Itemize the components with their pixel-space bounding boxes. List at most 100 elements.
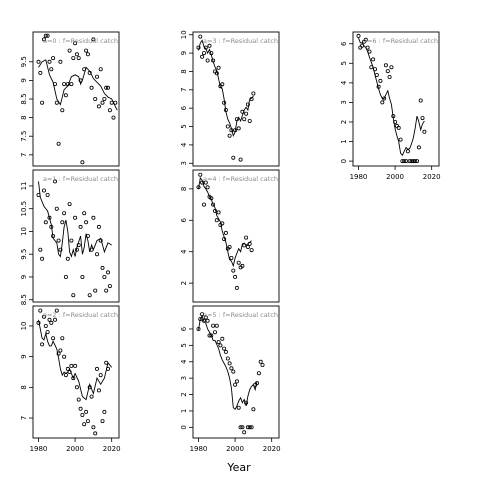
data-point bbox=[40, 100, 45, 105]
data-point bbox=[65, 256, 70, 261]
data-point bbox=[223, 349, 228, 354]
data-point bbox=[76, 56, 81, 61]
data-point bbox=[43, 33, 48, 38]
data-point bbox=[387, 75, 392, 80]
y-tick-label: 2 bbox=[180, 281, 188, 285]
data-point bbox=[422, 129, 427, 134]
y-tick-label: 4 bbox=[340, 80, 348, 85]
y-tick-label: 9 bbox=[180, 51, 188, 55]
data-point bbox=[214, 323, 219, 328]
y-tick-label: 7.5 bbox=[20, 131, 28, 142]
data-point bbox=[47, 317, 52, 322]
panel-1: 8.5 9 9.5 10 10.5 11 a=1 : f=Residual catch bbox=[20, 169, 120, 305]
data-point bbox=[222, 346, 227, 351]
panel-label: a=0 : f=Residual catch bbox=[43, 37, 118, 45]
data-point bbox=[40, 342, 45, 347]
x-tick-label: 2000 bbox=[66, 445, 84, 453]
y-tick-label: 8 bbox=[180, 187, 188, 191]
data-point bbox=[391, 114, 396, 119]
data-point bbox=[102, 97, 107, 102]
data-point bbox=[209, 51, 214, 56]
data-point bbox=[104, 288, 109, 293]
data-point bbox=[51, 336, 56, 341]
x-tick-label: 2020 bbox=[263, 445, 281, 453]
data-point bbox=[383, 63, 388, 68]
data-point bbox=[260, 362, 265, 367]
data-point bbox=[227, 244, 232, 249]
panel-4: 2 4 6 8 a=4 : f=Residual catch bbox=[180, 169, 280, 303]
data-point bbox=[244, 235, 249, 240]
data-point bbox=[225, 356, 230, 361]
panel-6: 0 1 2 3 4 5 6 1980 2000 2020 a=6 : f=Residual catc… bbox=[340, 31, 441, 181]
data-point bbox=[82, 211, 87, 216]
data-point bbox=[71, 56, 76, 61]
data-point bbox=[363, 37, 368, 42]
data-point bbox=[109, 100, 114, 105]
data-point bbox=[111, 115, 116, 120]
data-point bbox=[369, 65, 374, 70]
y-tick-label: 10 bbox=[20, 321, 28, 330]
data-point bbox=[396, 125, 401, 130]
data-point bbox=[67, 48, 72, 53]
fit-line bbox=[198, 39, 254, 137]
data-point bbox=[113, 100, 118, 105]
data-point bbox=[96, 388, 101, 393]
data-point bbox=[201, 51, 206, 56]
data-point bbox=[416, 145, 421, 150]
data-point bbox=[238, 157, 243, 162]
y-tick-label: 5 bbox=[180, 124, 188, 128]
fit-line bbox=[38, 181, 112, 258]
data-point bbox=[251, 91, 256, 96]
data-point bbox=[38, 70, 43, 75]
data-point bbox=[51, 56, 56, 61]
data-point bbox=[216, 340, 221, 345]
data-point bbox=[247, 425, 252, 430]
data-point bbox=[207, 333, 212, 338]
data-point bbox=[244, 400, 249, 405]
data-point bbox=[216, 210, 221, 215]
data-point bbox=[100, 100, 105, 105]
data-point bbox=[418, 98, 423, 103]
data-point bbox=[245, 102, 250, 107]
data-point bbox=[203, 180, 208, 185]
x-axis-label: Year bbox=[226, 461, 251, 474]
data-point bbox=[242, 243, 247, 248]
data-point bbox=[220, 336, 225, 341]
y-tick-label: 2 bbox=[180, 392, 188, 396]
panel-label: a=5 : f=Residual catch bbox=[203, 311, 278, 319]
data-point bbox=[43, 323, 48, 328]
data-point bbox=[80, 160, 85, 165]
data-point bbox=[54, 308, 59, 313]
data-point bbox=[251, 407, 256, 412]
data-point bbox=[43, 220, 48, 225]
data-point bbox=[106, 366, 111, 371]
data-point bbox=[76, 243, 81, 248]
data-point bbox=[196, 326, 201, 331]
panel-3: 3 4 5 6 7 8 9 10 a=3 : f=Residual catch bbox=[180, 30, 280, 167]
data-point bbox=[209, 333, 214, 338]
panel-5: 0 1 2 3 4 5 6 1980 2000 2020 a=5 : f=Residual catc… bbox=[180, 305, 281, 453]
y-tick-label: 0 bbox=[340, 159, 348, 163]
x-tick-label: 2000 bbox=[226, 445, 244, 453]
data-point bbox=[360, 43, 365, 48]
data-point bbox=[49, 320, 54, 325]
data-point bbox=[371, 57, 376, 62]
data-point bbox=[96, 224, 101, 229]
y-tick-label: 4 bbox=[180, 142, 188, 147]
data-point bbox=[393, 120, 398, 125]
y-tick-label: 10.5 bbox=[20, 201, 28, 217]
data-point bbox=[56, 351, 61, 356]
data-point bbox=[376, 84, 381, 89]
data-point bbox=[36, 59, 41, 64]
y-tick-label: 4 bbox=[180, 359, 188, 364]
y-tick-label: 10 bbox=[180, 30, 188, 39]
data-point bbox=[385, 69, 390, 74]
data-point bbox=[85, 419, 90, 424]
data-point bbox=[236, 260, 241, 265]
data-point bbox=[51, 233, 56, 238]
data-point bbox=[47, 59, 52, 64]
y-tick-label: 3 bbox=[180, 161, 188, 165]
data-point bbox=[80, 274, 85, 279]
data-point bbox=[203, 315, 208, 320]
